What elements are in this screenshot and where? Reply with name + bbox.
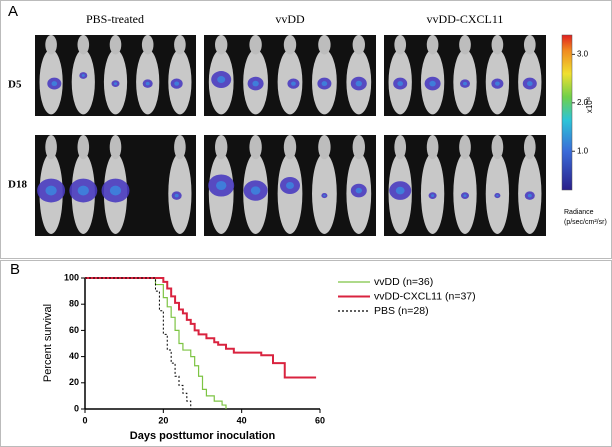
signal [51, 81, 58, 87]
x-tick-label: 60 [315, 415, 325, 425]
signal [395, 186, 405, 195]
y-tick-label: 40 [69, 351, 79, 361]
signal [216, 180, 227, 191]
mouse-head [491, 135, 504, 160]
signal [45, 185, 57, 196]
y-axis-label: Percent survival [42, 304, 54, 382]
signal [174, 81, 180, 86]
signal [291, 81, 296, 86]
signal [463, 194, 467, 198]
colorbar [561, 34, 573, 191]
mouse-head [174, 35, 186, 55]
x-tick-label: 40 [237, 415, 247, 425]
y-tick-label: 0 [74, 403, 79, 413]
signal [397, 81, 404, 87]
x-axis-label: Days posttumor inoculation [130, 430, 276, 442]
mouse-head [394, 35, 407, 55]
signal [527, 81, 533, 87]
signal [321, 81, 328, 87]
mouse-head [45, 135, 57, 160]
row-label: D18 [8, 179, 27, 191]
signal [323, 194, 326, 197]
signal [109, 185, 122, 196]
x-tick-label: 0 [82, 415, 87, 425]
signal [355, 187, 362, 194]
survival-curve [85, 277, 227, 409]
signal [145, 81, 150, 86]
legend-label: vvDD-CXCL11 (n=37) [374, 290, 476, 302]
row-label: D5 [8, 79, 22, 91]
mouse-head [318, 35, 331, 55]
signal [174, 193, 179, 198]
y-tick-label: 80 [69, 299, 79, 309]
mouse-head [215, 35, 228, 55]
mouse [71, 49, 95, 115]
colorbar-unit: x10⁸ [585, 97, 594, 113]
legend-label: PBS (n=28) [374, 305, 429, 317]
mouse-head [459, 135, 471, 160]
x-tick-label: 20 [158, 415, 168, 425]
mouse-head [426, 35, 439, 55]
signal [286, 182, 294, 189]
mouse-head [45, 35, 57, 55]
panel-label: B [10, 261, 20, 278]
signal [77, 185, 89, 196]
panel-b-frame [0, 260, 612, 447]
signal [496, 194, 499, 197]
colorbar-tick-label: 2.0 [577, 98, 589, 107]
signal [217, 76, 226, 84]
y-tick-label: 100 [64, 272, 79, 282]
signal [81, 74, 85, 77]
colorbar-tick-label: 3.0 [577, 49, 589, 58]
mouse-head [318, 135, 331, 160]
mouse-head [523, 135, 536, 160]
y-tick-label: 60 [69, 325, 79, 335]
group-label: vvDD [275, 12, 305, 26]
group-label: vvDD-CXCL11 [427, 12, 504, 26]
signal [250, 186, 261, 195]
y-tick-label: 20 [69, 377, 79, 387]
group-label: PBS-treated [86, 12, 144, 26]
mouse-head [215, 135, 228, 160]
legend-label: vvDD (n=36) [374, 276, 433, 288]
mouse-head [459, 35, 471, 55]
mouse-head [491, 35, 504, 55]
mouse-head [109, 135, 122, 160]
signal [527, 193, 532, 198]
signal [463, 81, 467, 86]
mouse-head [426, 135, 439, 160]
mouse-head [394, 135, 407, 160]
mouse-head [174, 135, 186, 160]
mouse-head [77, 135, 90, 160]
mouse-head [283, 35, 297, 55]
mouse-head [109, 35, 122, 55]
signal [431, 194, 435, 198]
signal [429, 80, 436, 87]
mouse-head [352, 35, 365, 55]
mouse-head [523, 35, 536, 55]
signal [355, 80, 362, 87]
signal [113, 82, 118, 85]
signal [252, 80, 259, 87]
mouse-head [249, 135, 262, 160]
colorbar-title: Radiance [564, 209, 594, 216]
mouse-head [141, 35, 154, 55]
survival-curve [85, 277, 317, 379]
colorbar-title: (p/sec/cm²/sr) [564, 219, 607, 226]
mouse-head [249, 35, 262, 55]
mouse-head [77, 35, 90, 55]
mouse-head [283, 135, 297, 160]
mouse-head [352, 135, 365, 160]
colorbar-tick-label: 1.0 [577, 146, 589, 155]
panel-label: A [8, 3, 18, 20]
signal [495, 81, 500, 86]
survival-curve [85, 277, 192, 409]
